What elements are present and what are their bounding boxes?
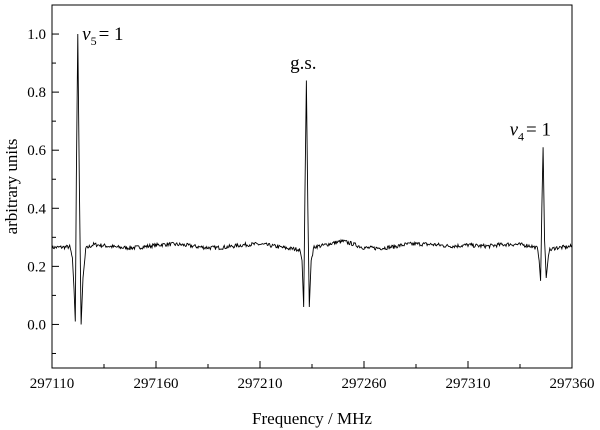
- y-tick-label: 0.4: [27, 201, 46, 217]
- peak-annotations: v5 = 1 g.s. v4 = 1: [82, 24, 551, 144]
- tick-labels: 297110 297160 297210 297260 297310 297360 0.0 0…: [27, 27, 594, 392]
- x-tick-label: 297260: [342, 376, 387, 392]
- x-tick-label: 297110: [30, 376, 74, 392]
- peak-label: g.s.: [290, 53, 316, 74]
- x-tick-label: 297160: [134, 376, 179, 392]
- y-tick-label: 0.8: [27, 85, 46, 101]
- x-tick-label: 297310: [446, 376, 491, 392]
- y-axis-label: arbitrary units: [2, 139, 21, 235]
- y-tick-label: 0.2: [27, 259, 46, 275]
- y-tick-label: 0.6: [27, 143, 46, 159]
- x-tick-label: 297210: [238, 376, 283, 392]
- peak-label: v5 = 1: [82, 24, 123, 48]
- axis-ticks: [51, 4, 573, 368]
- y-tick-label: 1.0: [27, 27, 46, 43]
- y-tick-label: 0.0: [27, 317, 46, 333]
- x-axis-label: Frequency / MHz: [252, 409, 372, 428]
- spectrum-trace: [51, 34, 573, 325]
- peak-label: v4 = 1: [510, 120, 551, 144]
- x-tick-label: 297360: [550, 376, 595, 392]
